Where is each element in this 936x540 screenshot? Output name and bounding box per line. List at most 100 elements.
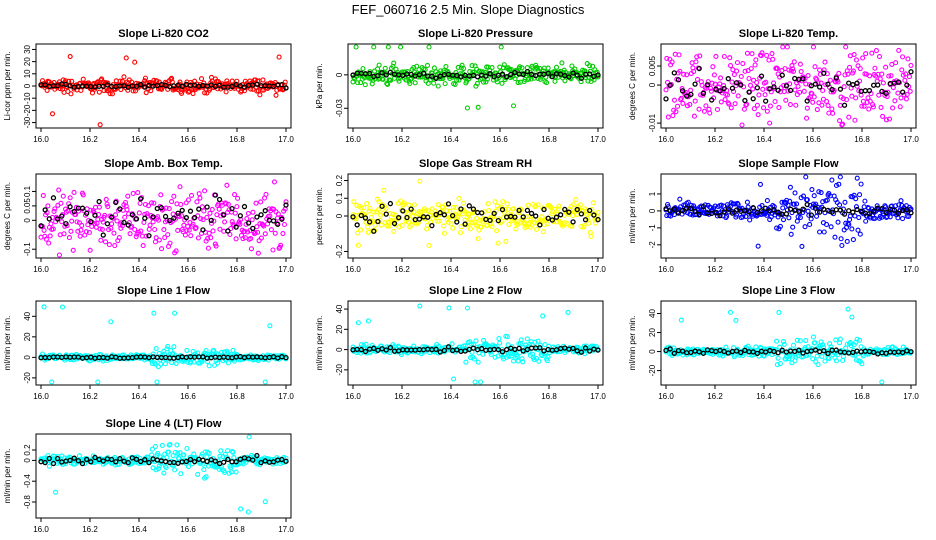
- selected-point: [587, 207, 593, 214]
- data-point: [896, 202, 902, 208]
- selected-point: [187, 456, 194, 463]
- selected-point: [441, 212, 448, 218]
- selected-point: [379, 203, 385, 209]
- selected-point: [866, 87, 873, 94]
- selected-point: [154, 205, 160, 212]
- data-point: [780, 217, 787, 223]
- data-point: [79, 222, 85, 229]
- data-point: [822, 59, 828, 65]
- selected-point: [46, 455, 52, 462]
- data-point: [237, 221, 243, 227]
- data-point: [471, 342, 477, 348]
- data-point: [155, 364, 162, 370]
- selected-point: [595, 72, 601, 78]
- data-point: [495, 240, 501, 246]
- y-tick-label: -20: [23, 104, 32, 116]
- selected-point: [221, 459, 227, 465]
- selected-point: [800, 350, 806, 356]
- data-point: [436, 218, 442, 224]
- data-point: [50, 226, 56, 232]
- data-point: [759, 202, 765, 209]
- data-point: [270, 247, 276, 253]
- selected-point: [895, 210, 902, 217]
- data-point: [238, 506, 244, 512]
- data-point: [218, 349, 225, 356]
- selected-point: [578, 75, 585, 81]
- selected-point: [825, 81, 831, 87]
- data-point: [96, 204, 102, 210]
- data-point: [708, 88, 714, 94]
- chart-panel-4: Slope Amb. Box Temp. 16.0 16.2 16.4 16.6 16.8…: [3, 158, 294, 274]
- y-tick-label: 30: [23, 44, 32, 53]
- data-point: [816, 100, 822, 106]
- data-point: [729, 79, 735, 85]
- selected-point: [717, 88, 723, 94]
- data-point: [805, 73, 811, 79]
- data-point: [59, 219, 65, 225]
- data-point: [703, 103, 709, 109]
- x-tick-label: 17.0: [278, 135, 294, 144]
- data-point: [431, 80, 437, 86]
- data-point: [754, 102, 760, 108]
- data-point: [255, 250, 261, 256]
- data-point: [799, 243, 805, 249]
- data-point: [62, 223, 68, 229]
- data-point: [149, 200, 155, 206]
- y-tick-label: 0.2: [23, 444, 32, 456]
- data-point: [66, 235, 72, 241]
- selected-point: [841, 211, 848, 217]
- data-point: [451, 376, 457, 382]
- selected-point: [829, 209, 835, 215]
- data-point: [784, 44, 790, 50]
- data-point: [787, 184, 793, 190]
- data-point: [790, 342, 797, 348]
- selected-point: [383, 347, 389, 353]
- data-point: [443, 64, 449, 70]
- selected-point: [717, 213, 723, 219]
- data-point: [786, 356, 792, 362]
- data-point: [829, 106, 835, 112]
- selected-point: [162, 458, 169, 465]
- selected-point: [371, 73, 377, 80]
- selected-point: [179, 83, 185, 89]
- data-point: [722, 97, 728, 103]
- selected-point: [862, 88, 868, 94]
- selected-point: [396, 215, 402, 221]
- data-point: [185, 464, 192, 470]
- data-point: [223, 89, 229, 95]
- selected-point: [587, 71, 593, 77]
- data-point: [500, 65, 507, 71]
- data-point: [59, 304, 66, 310]
- data-point: [687, 101, 693, 107]
- data-point: [862, 198, 868, 204]
- data-point: [510, 206, 517, 212]
- selected-point: [200, 457, 206, 463]
- data-point: [185, 197, 192, 203]
- data-point: [358, 205, 364, 211]
- data-point: [739, 122, 745, 128]
- data-point: [803, 115, 810, 121]
- chart-panel-3: Slope Li-820 Temp. 16.0 16.2 16.4 16.6 16.8 17…: [628, 28, 919, 144]
- data-point: [406, 202, 412, 208]
- data-point: [713, 53, 719, 60]
- data-point: [810, 99, 816, 105]
- data-point: [464, 105, 470, 111]
- data-point: [161, 348, 167, 354]
- data-point: [856, 337, 863, 343]
- data-point: [146, 226, 152, 232]
- data-point: [408, 222, 414, 228]
- data-point: [767, 103, 774, 109]
- selected-point: [150, 214, 156, 220]
- y-tick-label: -20: [648, 364, 657, 376]
- selected-point: [466, 203, 472, 209]
- data-point: [435, 83, 441, 89]
- data-point: [564, 221, 570, 227]
- data-point: [513, 226, 519, 232]
- selected-point: [779, 211, 785, 218]
- data-point: [360, 66, 366, 72]
- selected-point: [183, 458, 189, 465]
- y-axis-label: ml/min per min.: [315, 316, 324, 371]
- data-point: [798, 68, 804, 75]
- data-point: [109, 91, 115, 97]
- data-point: [678, 317, 684, 323]
